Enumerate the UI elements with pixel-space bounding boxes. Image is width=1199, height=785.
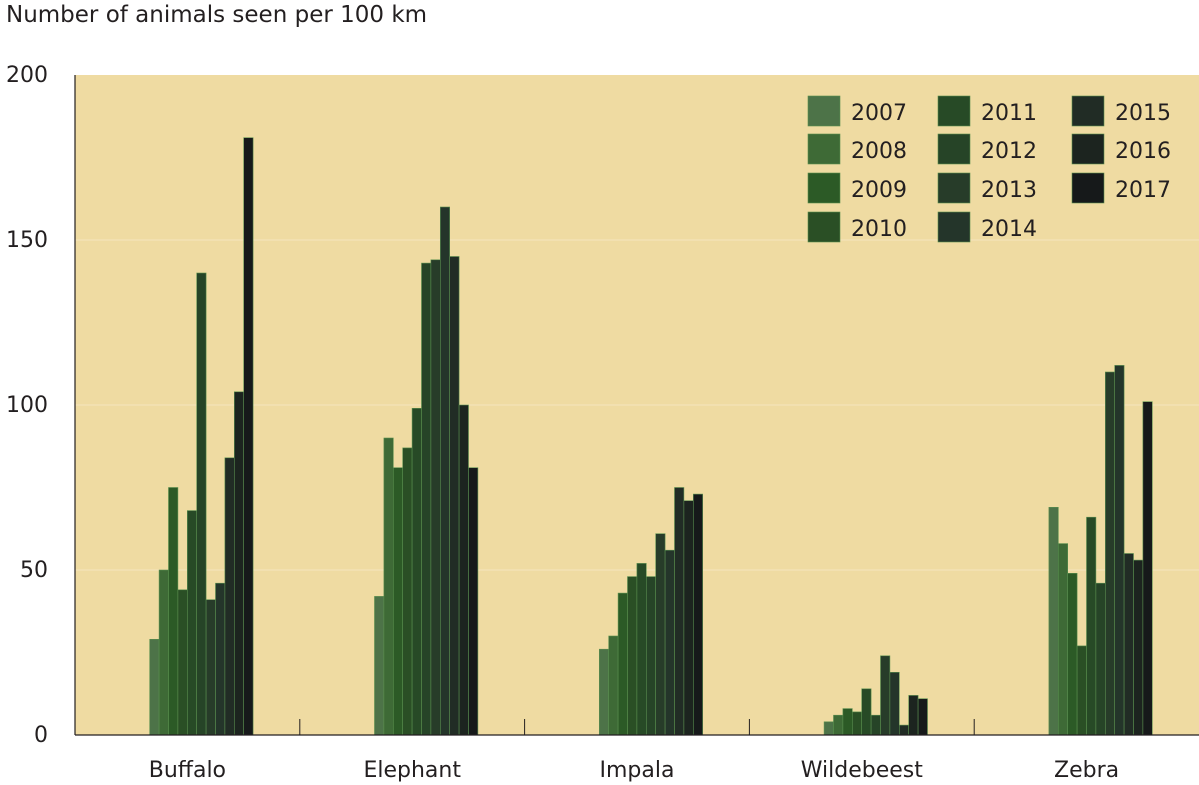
bar-impala-2007: [598, 648, 609, 736]
bar-elephant-2008: [383, 437, 394, 736]
legend-swatch-2017: [1071, 172, 1105, 204]
x-tick-label: Impala: [600, 758, 675, 783]
bar-elephant-2017: [468, 467, 479, 736]
bar-zebra-2008: [1058, 543, 1069, 736]
bar-buffalo-2016: [234, 391, 245, 736]
bar-wildebeest-2010: [851, 711, 862, 736]
y-tick-label: 0: [34, 723, 48, 748]
bar-elephant-2010: [402, 447, 413, 736]
bar-zebra-2013: [1105, 371, 1116, 736]
bar-impala-2012: [645, 576, 656, 736]
bar-buffalo-2008: [158, 569, 169, 736]
bar-elephant-2011: [411, 407, 422, 736]
x-tick-label: Wildebeest: [801, 758, 923, 783]
bar-buffalo-2011: [187, 510, 198, 736]
y-tick-label: 50: [20, 558, 48, 583]
legend-label-2017: 2017: [1115, 178, 1171, 203]
bar-elephant-2009: [392, 467, 403, 736]
legend-label-2009: 2009: [851, 178, 907, 203]
bar-zebra-2012: [1095, 582, 1106, 736]
bar-zebra-2009: [1067, 572, 1078, 736]
bar-zebra-2011: [1086, 516, 1097, 736]
bar-zebra-2010: [1076, 645, 1087, 736]
bar-impala-2015: [674, 487, 685, 736]
legend-swatch-2010: [807, 211, 841, 243]
x-tick-labels: Buffalo Elephant Impala Wildebeest Zebra: [149, 758, 1119, 783]
bar-elephant-2007: [374, 596, 385, 736]
legend-swatch-2007: [807, 95, 841, 127]
bar-impala-2009: [617, 592, 628, 736]
legend: 2007 2008 2009 2010 2011 2012 2013 2014 2015 2016…: [807, 95, 1171, 243]
x-tick-label: Zebra: [1054, 758, 1119, 783]
bar-wildebeest-2007: [823, 721, 834, 736]
chart-title: Number of animals seen per 100 km: [6, 2, 428, 28]
bar-elephant-2015: [449, 256, 460, 736]
y-tick-label: 100: [6, 393, 48, 418]
bar-elephant-2016: [458, 404, 469, 736]
bar-wildebeest-2013: [880, 655, 891, 736]
bar-zebra-2007: [1048, 506, 1059, 736]
legend-label-2014: 2014: [981, 217, 1037, 242]
bar-wildebeest-2017: [917, 698, 928, 736]
bar-zebra-2016: [1133, 559, 1144, 736]
bar-wildebeest-2016: [908, 695, 919, 736]
legend-label-2007: 2007: [851, 101, 907, 126]
legend-label-2013: 2013: [981, 178, 1037, 203]
bar-wildebeest-2008: [833, 714, 844, 736]
legend-swatch-2008: [807, 133, 841, 165]
legend-swatch-2014: [937, 211, 971, 243]
bar-impala-2017: [692, 493, 703, 736]
y-tick-labels: 0 50 100 150 200: [6, 63, 48, 748]
bar-impala-2013: [655, 533, 666, 736]
bar-impala-2008: [608, 635, 619, 736]
bar-elephant-2013: [430, 259, 441, 736]
legend-label-2016: 2016: [1115, 139, 1171, 164]
legend-label-2012: 2012: [981, 139, 1037, 164]
bar-elephant-2012: [421, 262, 432, 736]
bar-buffalo-2012: [196, 272, 207, 736]
legend-swatch-2012: [937, 133, 971, 165]
bar-buffalo-2015: [224, 457, 235, 736]
legend-label-2008: 2008: [851, 139, 907, 164]
legend-swatch-2016: [1071, 133, 1105, 165]
bar-impala-2011: [636, 563, 647, 736]
bar-impala-2010: [627, 576, 638, 736]
bar-wildebeest-2011: [861, 688, 872, 736]
bar-buffalo-2010: [177, 589, 188, 736]
bar-wildebeest-2012: [870, 714, 881, 736]
axes: [74, 75, 1199, 736]
legend-label-2011: 2011: [981, 101, 1037, 126]
legend-label-2010: 2010: [851, 217, 907, 242]
bar-zebra-2015: [1123, 553, 1134, 736]
bar-buffalo-2017: [243, 137, 254, 736]
bar-buffalo-2014: [215, 582, 226, 736]
legend-label-2015: 2015: [1115, 101, 1171, 126]
legend-swatch-2015: [1071, 95, 1105, 127]
y-tick-label: 150: [6, 228, 48, 253]
legend-swatch-2013: [937, 172, 971, 204]
legend-swatch-2009: [807, 172, 841, 204]
bar-buffalo-2013: [205, 599, 216, 736]
x-tick-label: Elephant: [363, 758, 461, 783]
bar-wildebeest-2015: [898, 724, 909, 736]
bars: [149, 137, 1153, 736]
bar-impala-2014: [664, 549, 675, 736]
bar-zebra-2014: [1114, 365, 1125, 736]
bar-elephant-2014: [439, 206, 450, 736]
bar-wildebeest-2009: [842, 708, 853, 736]
bar-buffalo-2007: [149, 638, 160, 736]
legend-swatch-2011: [937, 95, 971, 127]
bar-wildebeest-2014: [889, 671, 900, 736]
y-tick-label: 200: [6, 63, 48, 88]
bar-buffalo-2009: [168, 487, 179, 736]
x-tick-label: Buffalo: [149, 758, 226, 783]
bar-zebra-2017: [1142, 401, 1153, 736]
bar-impala-2016: [683, 500, 694, 736]
